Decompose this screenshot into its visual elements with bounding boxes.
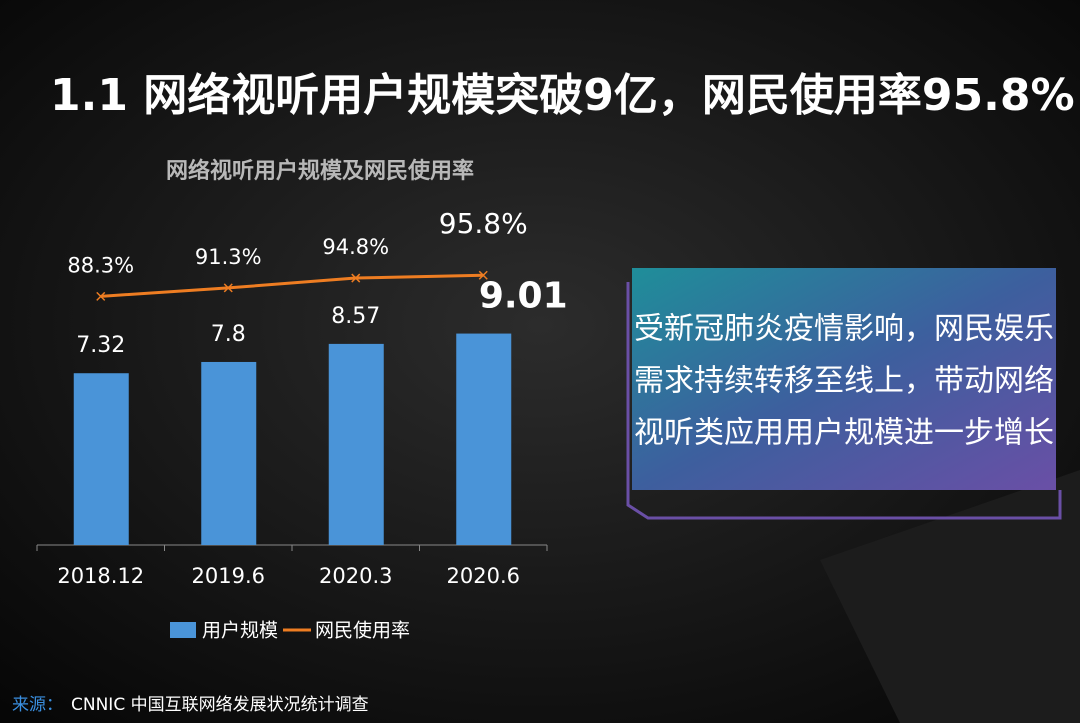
bar <box>73 373 129 545</box>
rate-marker <box>223 283 233 293</box>
x-tick-label: 2018.12 <box>57 564 144 588</box>
rate-label: 95.8% <box>439 207 528 240</box>
callout-box <box>632 268 1056 490</box>
callout-line: 受新冠肺炎疫情影响，网民娱乐 <box>634 312 1054 347</box>
callout-line: 需求持续转移至线上，带动网络 <box>634 364 1054 399</box>
legend-swatch <box>170 622 196 638</box>
x-tick-label: 2019.6 <box>192 564 265 588</box>
rate-label: 94.8% <box>322 235 389 259</box>
rate-marker <box>96 291 106 301</box>
chart-title: 网络视听用户规模及网民使用率 <box>166 158 474 184</box>
source-text: CNNIC 中国互联网络发展状况统计调查 <box>71 695 369 715</box>
bar-label: 7.8 <box>211 322 246 347</box>
source: 来源： CNNIC 中国互联网络发展状况统计调查 <box>12 695 369 715</box>
x-tick-label: 2020.6 <box>447 564 520 588</box>
bar <box>328 343 384 545</box>
plot: 2018.12 2019.6 2020.3 2020.6 7.32 7.8 8.57 9.01… <box>36 207 568 642</box>
bar-label: 7.32 <box>76 333 125 358</box>
slide-title: 1.1 网络视听用户规模突破9亿，网民使用率95.8% <box>50 70 1075 121</box>
callout-text: 受新冠肺炎疫情影响，网民娱乐需求持续转移至线上，带动网络视听类应用用户规模进一步… <box>634 312 1054 451</box>
backdrop-shape <box>820 470 1080 723</box>
x-tick-label: 2020.3 <box>319 564 392 588</box>
rate-marker <box>351 273 361 283</box>
legend-label: 网民使用率 <box>315 620 410 642</box>
rate-label: 91.3% <box>195 245 262 269</box>
bar <box>456 333 512 545</box>
bar <box>201 361 257 545</box>
rate-line <box>100 273 484 298</box>
source-label: 来源： <box>12 695 63 715</box>
bar-label: 9.01 <box>479 276 568 317</box>
rate-label: 88.3% <box>67 253 134 277</box>
legend-label: 用户规模 <box>202 620 278 642</box>
callout-line: 视听类应用用户规模进一步增长 <box>634 416 1054 451</box>
bar-label: 8.57 <box>331 304 380 329</box>
callout-frame <box>626 282 1062 520</box>
rate-marker <box>478 270 488 280</box>
